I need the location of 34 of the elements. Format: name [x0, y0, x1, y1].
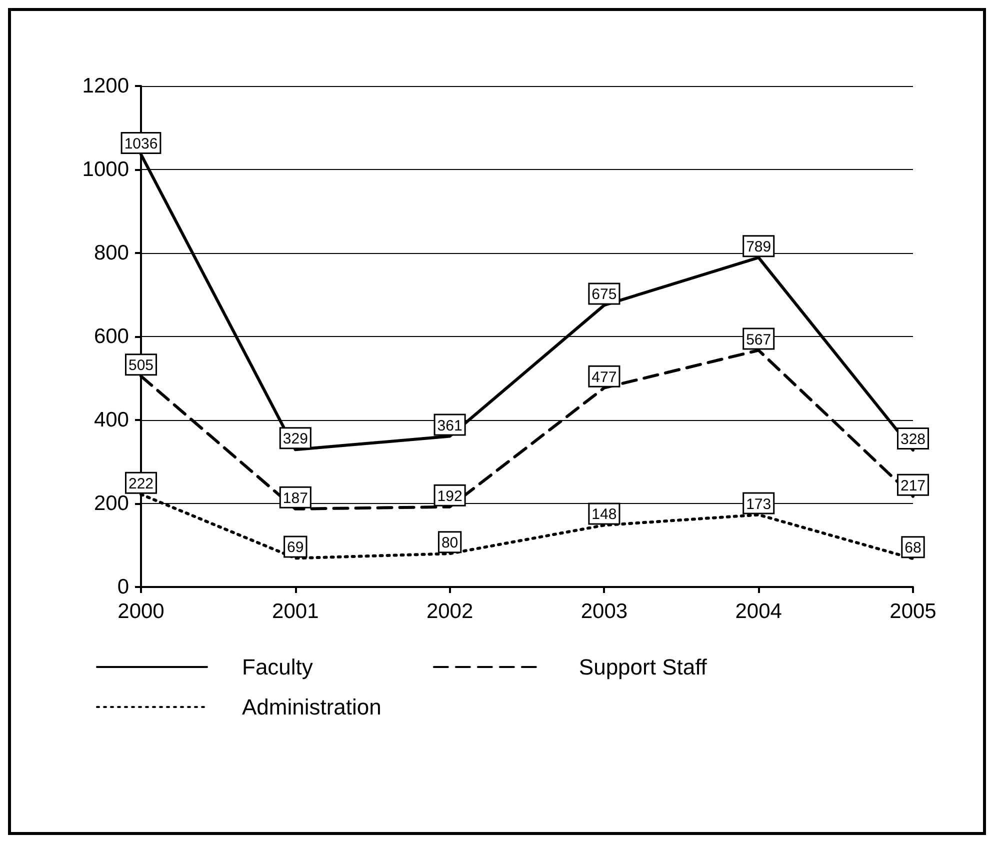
data-label: 192 — [437, 488, 462, 505]
data-label: 173 — [746, 496, 772, 513]
data-label: 789 — [746, 238, 772, 256]
data-label: 187 — [282, 490, 308, 507]
x-tick-label: 2000 — [118, 600, 164, 623]
y-tick-label: 1200 — [82, 74, 129, 98]
data-label: 80 — [441, 534, 458, 552]
x-tick-label: 2003 — [580, 600, 628, 623]
data-label: 222 — [128, 475, 154, 492]
data-label: 1036 — [124, 135, 158, 152]
y-tick-label: 800 — [94, 242, 129, 264]
y-tick-label: 600 — [94, 325, 129, 348]
data-label: 148 — [592, 506, 617, 524]
data-label: 69 — [287, 539, 304, 556]
data-label: 477 — [592, 368, 617, 386]
data-label: 328 — [900, 431, 926, 448]
data-label: 217 — [900, 477, 926, 494]
legend-label: Support Staff — [578, 654, 708, 680]
data-label: 567 — [746, 331, 772, 348]
x-tick-label: 2004 — [735, 600, 782, 623]
legend-label: Faculty — [242, 654, 313, 680]
y-tick-label: 400 — [94, 408, 129, 432]
x-tick-label: 2001 — [272, 600, 319, 623]
legend-label: Administration — [242, 694, 382, 720]
data-label: 329 — [282, 430, 308, 448]
y-tick-label: 1000 — [82, 158, 129, 181]
x-tick-label: 2005 — [890, 600, 936, 623]
y-tick-label: 200 — [94, 492, 129, 515]
data-label: 675 — [592, 286, 617, 304]
x-tick-label: 2002 — [426, 600, 474, 623]
data-label: 505 — [128, 357, 154, 374]
data-label: 68 — [904, 540, 922, 557]
data-label: 361 — [437, 417, 462, 434]
y-tick-label: 0 — [117, 576, 129, 598]
